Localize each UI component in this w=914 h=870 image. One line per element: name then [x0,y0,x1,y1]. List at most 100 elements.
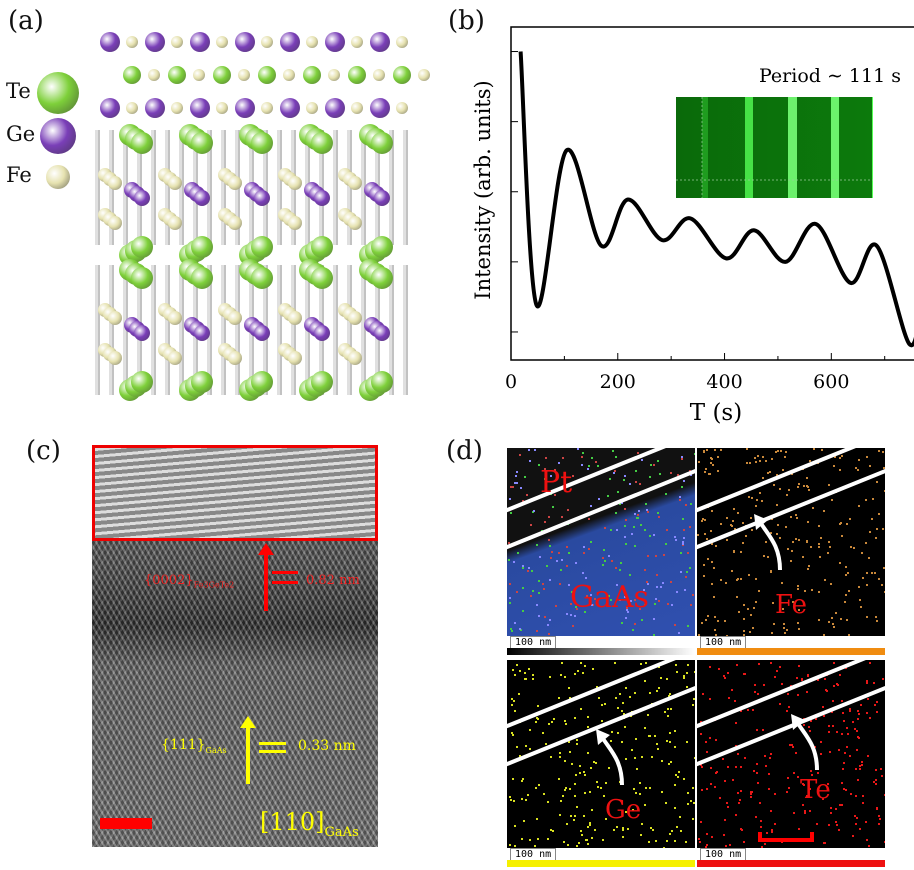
gaas-spacing-label: 0.33 nm [298,738,356,754]
atom [123,66,141,84]
atom [348,66,366,84]
atom [371,371,393,393]
atom [235,32,255,52]
atom [251,132,273,154]
gaas-spacing-mark [259,742,286,745]
atom [191,132,213,154]
intensity-series [521,52,914,346]
atom [396,36,408,48]
curved-arrow-icon [748,510,798,575]
curved-arrow-icon [785,710,835,775]
atom [280,98,300,118]
atom [168,311,182,325]
scale-bar-label: 100 nm [700,848,746,860]
element-label: Te [800,775,831,805]
element-label: Ge [605,795,641,825]
atom [190,32,210,52]
legend-label: Fe [6,163,32,187]
atom [228,176,242,190]
atom [171,36,183,48]
atom [314,325,330,341]
scale-bar-label: 100 nm [510,848,556,860]
atom [108,311,122,325]
period-annotation: Period ∼ 111 s [759,65,901,87]
atom [228,351,242,365]
atom [228,311,242,325]
x-tick-label: 200 [600,371,636,393]
gaas-arrow [246,720,250,784]
atom [306,36,318,48]
atom [328,69,340,81]
atom [351,36,363,48]
atom [370,32,390,52]
color-bar [697,648,885,655]
atom [131,371,153,393]
atom [145,32,165,52]
atom [393,66,411,84]
atom [325,32,345,52]
atom [280,32,300,52]
x-tick-label: 0 [505,371,517,393]
atom [348,351,362,365]
atom [126,102,138,114]
zone-axis-label: [110]GaAs [260,808,359,840]
atom [194,190,210,206]
atom [311,267,333,289]
atom [193,69,205,81]
atom [131,267,153,289]
atom [238,69,250,81]
fgt-spacing-label: 0.82 nm [306,573,360,588]
fgt-plane-label: {0002}Fe3GeTe2 [144,573,234,590]
atom [311,236,333,258]
atom [134,325,150,341]
atom [235,98,255,118]
atom [374,190,390,206]
scale-bar [758,838,814,842]
panel-label-d: (d) [446,436,483,466]
intensity-chart: Period ∼ 111 s 0 200 400 600 Intensity (arb… [440,0,914,430]
color-bar [507,860,695,867]
panel-label-a: (a) [8,6,44,36]
legend-atom-icon [40,118,76,154]
atom [100,32,120,52]
rheed-inset [676,97,873,198]
atom [168,351,182,365]
y-axis-label: Intensity (arb. units) [471,80,495,299]
element-label: GaAs [570,580,649,615]
atom [283,69,295,81]
fgt-arrow [264,546,268,611]
atom [311,132,333,154]
atom [261,36,273,48]
atom [100,98,120,118]
scale-bar-label: 100 nm [510,636,556,648]
atom [251,267,273,289]
legend-atom-icon [37,72,79,114]
atom [288,176,302,190]
atom [168,216,182,230]
atom [216,36,228,48]
atom [418,69,430,81]
atom [251,371,273,393]
atom [373,69,385,81]
hrtem-zoom-inset [92,445,378,541]
scale-bar-label: 100 nm [700,636,746,648]
atom [108,351,122,365]
atom [325,98,345,118]
color-bar [697,860,885,867]
atom [371,132,393,154]
atom [194,325,210,341]
atom [288,216,302,230]
x-tick-label: 400 [706,371,742,393]
atom [348,216,362,230]
atom [348,176,362,190]
atom [171,102,183,114]
atom [254,325,270,341]
atom [126,36,138,48]
atom [396,102,408,114]
atom [228,216,242,230]
x-tick-label: 600 [813,371,849,393]
legend-label: Te [6,79,31,103]
atom [216,102,228,114]
atom [108,176,122,190]
atom [168,66,186,84]
